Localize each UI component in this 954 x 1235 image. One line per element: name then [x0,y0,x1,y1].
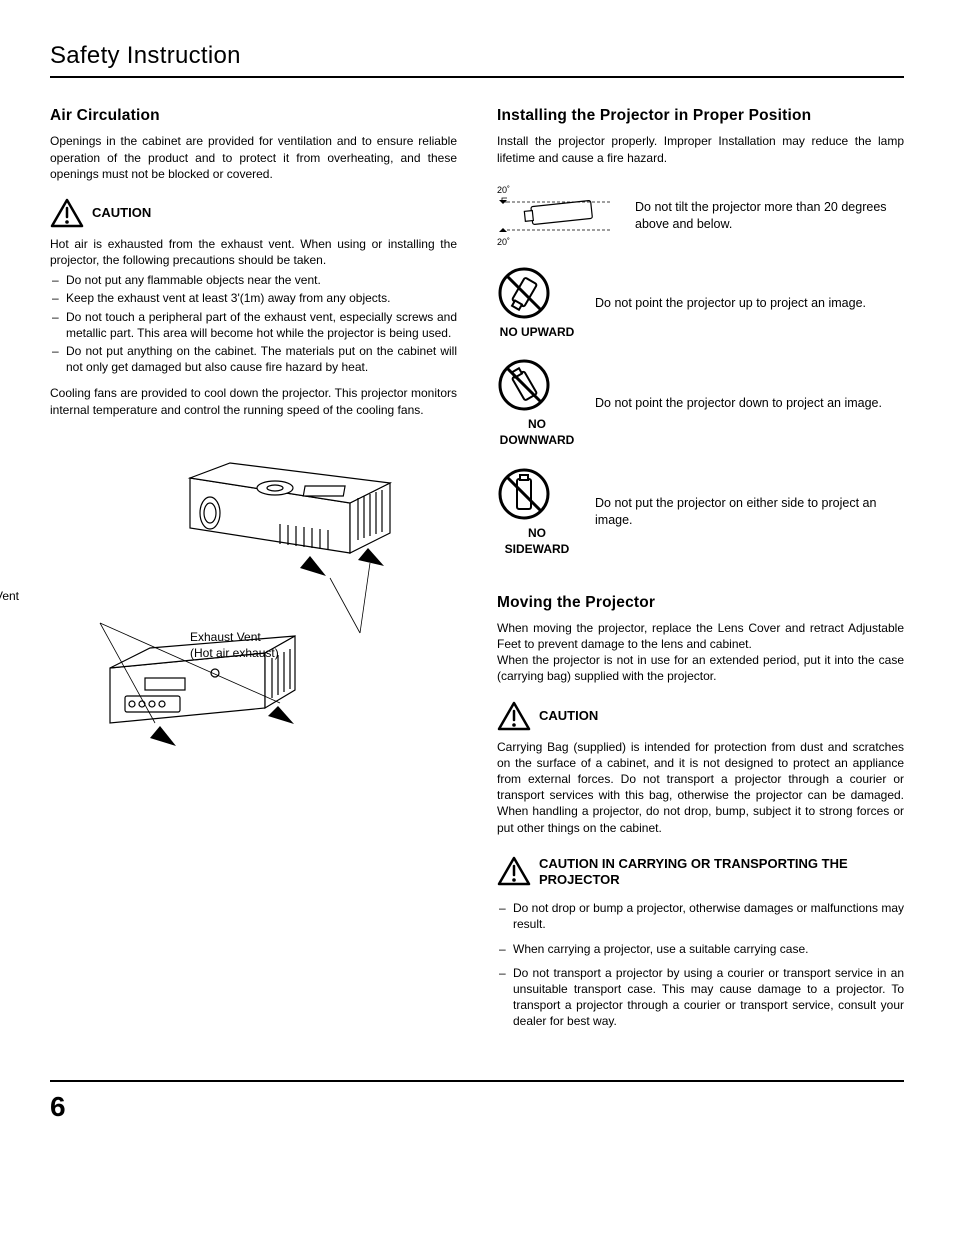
position-row-tilt: 20˚ 20˚ Do not tilt the projector more t… [497,184,904,248]
para-bag: Carrying Bag (supplied) is intended for … [497,739,904,836]
para-moving-2: When the projector is not in use for an … [497,652,904,684]
text-upward: Do not point the projector up to project… [595,295,904,312]
caution-label-2: CAUTION [539,707,598,725]
list-item: When carrying a projector, use a suitabl… [497,941,904,957]
warning-triangle-icon [50,198,84,228]
para-install: Install the projector properly. Improper… [497,133,904,165]
right-column: Installing the Projector in Proper Posit… [497,106,904,1039]
no-downward-icon: NO DOWNWARD [497,358,577,448]
label-exhaust-vent: Exhaust Vent (Hot air exhaust) [190,629,320,661]
label-exhaust-line2: (Hot air exhaust) [190,645,320,661]
para-moving-1: When moving the projector, replace the L… [497,620,904,652]
caution-block-3: CAUTION IN CARRYING OR TRANSPORTING THE … [497,856,904,889]
label-exhaust-line1: Exhaust Vent [190,629,320,645]
text-tilt: Do not tilt the projector more than 20 d… [635,199,904,233]
caution-list-2: Do not drop or bump a projector, otherwi… [497,900,904,1029]
caution-block-2: CAUTION [497,701,904,731]
page-number: 6 [50,1091,66,1122]
page-footer: 6 [50,1080,904,1126]
no-sideward-icon: NO SIDEWARD [497,467,577,557]
caution-list-1: Do not put any flammable objects near th… [50,272,457,375]
angle-top: 20˚ [497,184,617,196]
caption-downward: NO DOWNWARD [497,416,577,448]
list-item: Do not put any flammable objects near th… [50,272,457,288]
para-air-circulation: Openings in the cabinet are provided for… [50,133,457,182]
position-row-downward: NO DOWNWARD Do not point the projector d… [497,358,904,448]
text-sideward: Do not put the projector on either side … [595,495,904,529]
caption-upward: NO UPWARD [497,324,577,340]
caution-label-1: CAUTION [92,204,151,222]
content-columns: Air Circulation Openings in the cabinet … [50,106,904,1039]
list-item: Do not put anything on the cabinet. The … [50,343,457,375]
label-intake-vent: Air Intake Vent [0,588,35,604]
heading-air-circulation: Air Circulation [50,106,457,127]
warning-triangle-icon [497,701,531,731]
no-upward-icon: NO UPWARD [497,266,577,340]
heading-moving: Moving the Projector [497,593,904,614]
tilt-figure: 20˚ 20˚ [497,184,617,248]
heading-installing: Installing the Projector in Proper Posit… [497,106,904,127]
page-title: Safety Instruction [50,40,904,78]
list-item: Keep the exhaust vent at least 3'(1m) aw… [50,290,457,306]
left-column: Air Circulation Openings in the cabinet … [50,106,457,1039]
caution-block-1: CAUTION [50,198,457,228]
caption-sideward: NO SIDEWARD [497,525,577,557]
warning-triangle-icon [497,856,531,886]
projector-figure: Air Intake Vent Exhaust Vent (Hot air ex… [50,458,457,837]
angle-bottom: 20˚ [497,236,617,248]
text-downward: Do not point the projector down to proje… [595,395,904,412]
para-hot-air: Hot air is exhausted from the exhaust ve… [50,236,457,268]
position-row-upward: NO UPWARD Do not point the projector up … [497,266,904,340]
caution-label-3: CAUTION IN CARRYING OR TRANSPORTING THE … [539,856,904,889]
list-item: Do not transport a projector by using a … [497,965,904,1030]
list-item: Do not drop or bump a projector, otherwi… [497,900,904,932]
list-item: Do not touch a peripheral part of the ex… [50,309,457,341]
para-cooling-fans: Cooling fans are provided to cool down t… [50,385,457,417]
position-row-sideward: NO SIDEWARD Do not put the projector on … [497,467,904,557]
